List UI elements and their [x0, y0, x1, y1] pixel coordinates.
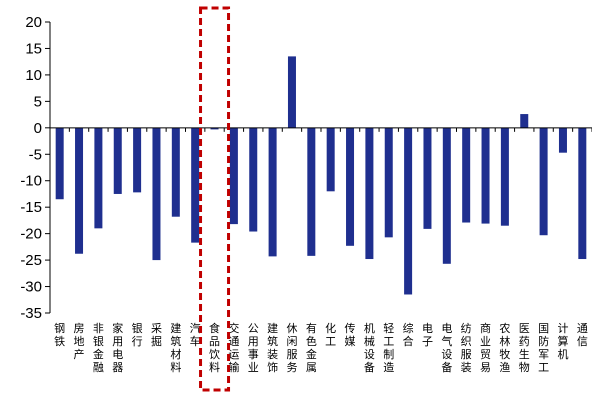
y-tick-label: -5: [29, 146, 42, 163]
x-tick-label: 采掘: [151, 322, 162, 348]
bar: [578, 127, 587, 260]
x-tick-label: 家用电器: [112, 321, 123, 374]
highlight-rectangle: [199, 6, 231, 392]
x-tick-label: 机械设备: [364, 321, 375, 374]
y-tick-label: -25: [20, 252, 42, 269]
bar: [500, 127, 509, 226]
x-tick-label: 医药生物: [519, 322, 530, 374]
zero-axis: [49, 127, 592, 132]
y-tick-label: 10: [25, 67, 42, 84]
x-tick-label: 轻工制造: [383, 321, 394, 374]
bar: [462, 127, 471, 223]
x-tick-label: 纺织服装: [461, 321, 472, 374]
bar: [481, 127, 490, 224]
x-tick-label: 综合: [403, 321, 414, 348]
highlight-box: [199, 6, 231, 392]
bar: [75, 127, 84, 254]
y-tick-label: -20: [20, 226, 42, 243]
bar: [384, 127, 393, 238]
x-tick-label: 农林牧渔: [499, 321, 510, 374]
x-tick-label: 公用事业: [248, 322, 259, 374]
x-tick-label: 通信: [577, 322, 588, 348]
x-tick-label: 交通运输: [228, 321, 239, 374]
x-tick-label: 汽车: [190, 321, 201, 348]
x-tick-label: 化工: [325, 321, 336, 348]
y-tick-label: -30: [20, 279, 42, 296]
y-tick-label: -35: [20, 305, 42, 322]
x-tick-label: 食品饮料: [209, 321, 220, 374]
x-tick-label: 有色金属: [306, 321, 317, 374]
bar: [520, 114, 529, 128]
x-tick-label: 电气设备: [441, 322, 452, 374]
x-tick-label: 计算机: [557, 322, 568, 361]
x-tick-label: 房地产: [74, 322, 85, 361]
bar: [365, 127, 374, 260]
y-tick-label: 20: [25, 14, 42, 31]
bar: [113, 127, 122, 194]
y-tick-label: 0: [34, 120, 42, 137]
x-tick-label: 钢铁: [54, 322, 65, 348]
bar: [191, 127, 200, 243]
bar: [268, 127, 277, 257]
x-tick-label: 非银金融: [93, 322, 104, 374]
bar: [133, 127, 142, 193]
bar: [442, 127, 451, 264]
bar: [171, 127, 180, 217]
bar: [229, 127, 238, 225]
bar: [404, 127, 413, 295]
bar: [152, 127, 161, 261]
y-tick-label: 15: [25, 40, 42, 57]
x-tick-label: 建筑装饰: [267, 321, 278, 374]
x-tick-label: 传媒: [345, 322, 356, 348]
x-tick-label: 国防军工: [538, 322, 549, 374]
bar: [55, 127, 64, 200]
y-tick-label: 5: [34, 93, 42, 110]
bar-series: [55, 56, 587, 295]
x-axis-labels: 钢铁房地产非银金融家用电器银行采掘建筑材料汽车食品饮料交通运输公用事业建筑装饰休…: [54, 321, 588, 374]
y-tick-label: -10: [20, 173, 42, 190]
bar: [210, 127, 219, 130]
bar: [94, 127, 103, 229]
y-axis: 20 15 10 5 0 -5 -10 -15 -20 -25 -30 -35: [20, 14, 51, 322]
bar: [307, 127, 316, 256]
bar: [346, 127, 355, 246]
x-tick-label: 建筑材料: [170, 321, 181, 374]
x-tick-label: 银行: [132, 321, 143, 348]
bar: [287, 56, 296, 128]
x-tick-label: 商业贸易: [480, 321, 491, 374]
bar: [249, 127, 258, 232]
bar: [326, 127, 335, 192]
bar: [539, 127, 548, 236]
bar: [423, 127, 432, 229]
x-tick-label: 休闲服务: [286, 322, 297, 374]
x-tick-label: 电子: [422, 322, 433, 348]
bar: [558, 127, 567, 153]
y-tick-label: -15: [20, 199, 42, 216]
